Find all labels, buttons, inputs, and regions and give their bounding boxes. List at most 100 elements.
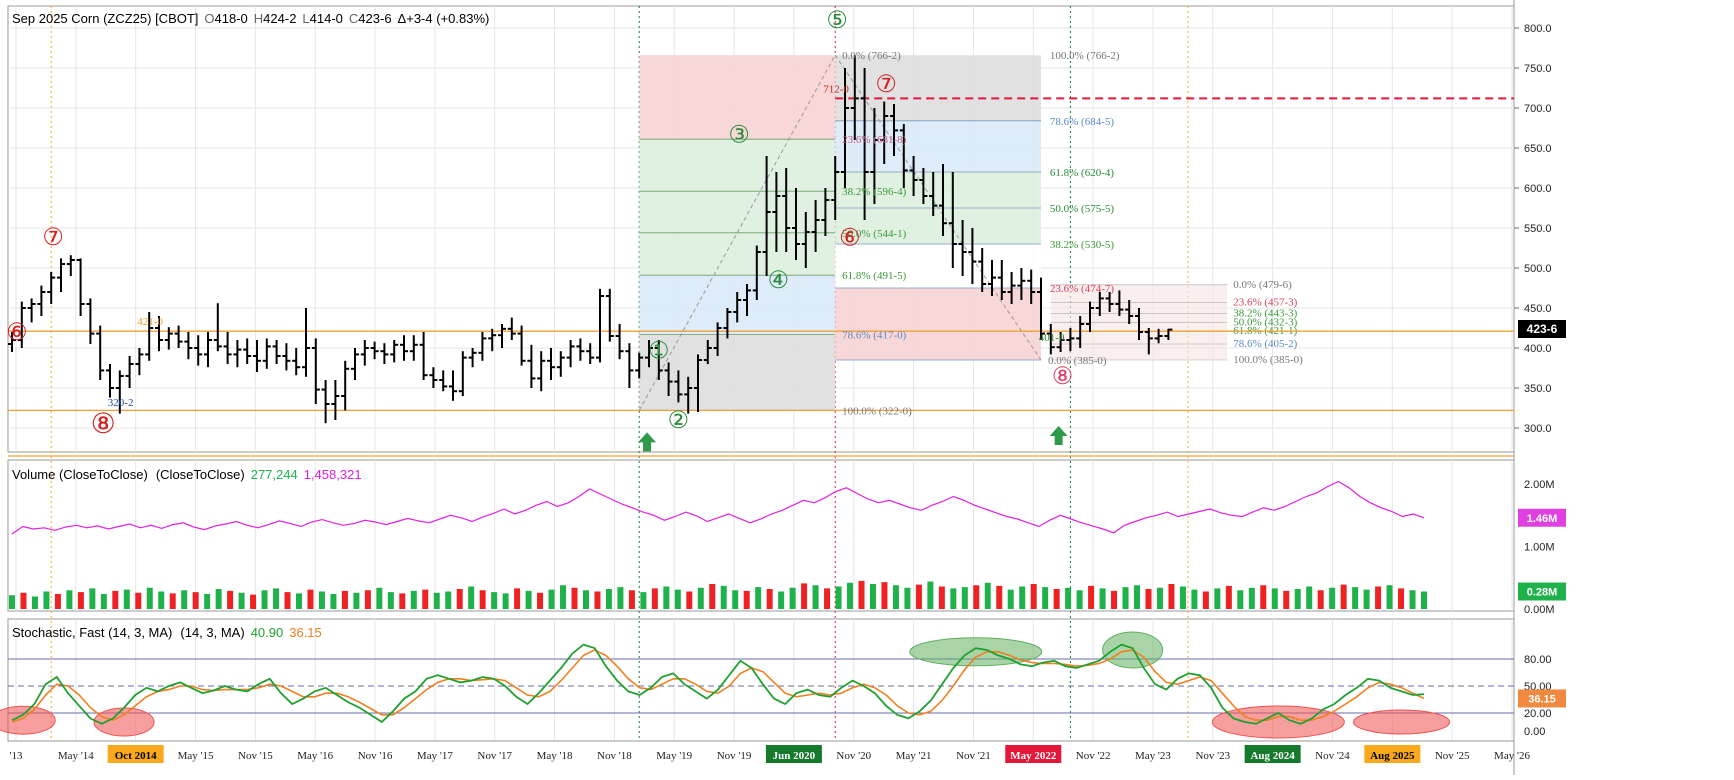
volume-bar[interactable]	[433, 592, 440, 609]
ohlc-bar[interactable]	[243, 338, 252, 364]
volume-bar[interactable]	[1202, 591, 1209, 610]
volume-bar[interactable]	[31, 596, 38, 610]
volume-bar[interactable]	[1134, 585, 1141, 609]
ohlc-bar[interactable]	[86, 298, 95, 344]
ohlc-bar[interactable]	[1076, 316, 1085, 348]
ohlc-bar[interactable]	[57, 258, 65, 292]
volume-bar[interactable]	[824, 588, 831, 609]
ohlc-bar[interactable]	[468, 348, 477, 368]
ohlc-bar[interactable]	[400, 335, 408, 361]
ohlc-bar[interactable]	[17, 301, 26, 348]
volume-bar[interactable]	[169, 593, 176, 609]
volume-bar[interactable]	[709, 584, 716, 609]
volume-bar[interactable]	[1042, 587, 1049, 609]
ohlc-bar[interactable]	[1125, 300, 1134, 324]
ohlc-bar[interactable]	[174, 325, 183, 348]
volume-bar[interactable]	[399, 593, 406, 609]
ohlc-bar[interactable]	[1037, 277, 1045, 340]
volume-bar[interactable]	[410, 590, 417, 609]
volume-bar[interactable]	[112, 590, 119, 609]
ohlc-bar[interactable]	[66, 255, 75, 276]
ohlc-bar[interactable]	[458, 351, 467, 396]
ohlc-bar[interactable]	[870, 108, 879, 204]
volume-bar[interactable]	[686, 591, 693, 610]
volume-bar[interactable]	[468, 586, 475, 610]
ohlc-bar[interactable]	[713, 322, 722, 356]
volume-bar[interactable]	[858, 580, 865, 609]
volume-bar[interactable]	[422, 589, 429, 609]
ohlc-bar[interactable]	[576, 338, 585, 361]
ohlc-bar[interactable]	[919, 168, 928, 204]
volume-bar[interactable]	[915, 584, 922, 609]
ohlc-bar[interactable]	[537, 351, 546, 392]
volume-bar[interactable]	[1398, 588, 1405, 609]
ohlc-bar[interactable]	[478, 332, 487, 361]
volume-bar[interactable]	[571, 587, 578, 609]
volume-bar[interactable]	[1248, 587, 1255, 609]
volume-bar[interactable]	[697, 587, 704, 609]
ohlc-bar[interactable]	[1095, 292, 1104, 316]
volume-bar[interactable]	[376, 587, 383, 609]
ohlc-bar[interactable]	[370, 341, 379, 360]
volume-bar[interactable]	[100, 594, 107, 609]
ohlc-bar[interactable]	[743, 284, 751, 316]
volume-bar[interactable]	[778, 591, 785, 610]
ohlc-bar[interactable]	[360, 340, 369, 366]
ohlc-bar[interactable]	[762, 156, 771, 276]
ohlc-bar[interactable]	[929, 172, 938, 216]
ohlc-bar[interactable]	[282, 343, 291, 371]
ohlc-bar[interactable]	[47, 272, 56, 304]
ohlc-bar[interactable]	[684, 376, 693, 414]
ohlc-bar[interactable]	[566, 340, 575, 368]
volume-bar[interactable]	[605, 589, 612, 609]
volume-bar[interactable]	[77, 592, 84, 609]
ohlc-bar[interactable]	[547, 348, 555, 380]
volume-bar[interactable]	[1076, 590, 1083, 609]
volume-bar[interactable]	[525, 590, 532, 609]
ohlc-bar[interactable]	[223, 332, 232, 364]
ohlc-bar[interactable]	[37, 285, 46, 316]
ohlc-bar[interactable]	[507, 317, 516, 340]
volume-bar[interactable]	[1271, 588, 1278, 609]
volume-bar[interactable]	[146, 587, 153, 609]
ohlc-bar[interactable]	[1007, 272, 1016, 304]
ohlc-bar[interactable]	[1066, 328, 1075, 352]
volume-bar[interactable]	[1019, 586, 1026, 610]
volume-bar[interactable]	[674, 589, 681, 609]
volume-bar[interactable]	[755, 587, 762, 609]
ohlc-bar[interactable]	[1115, 290, 1124, 316]
ohlc-bar[interactable]	[703, 340, 712, 364]
ohlc-bar[interactable]	[978, 248, 987, 292]
ohlc-bar[interactable]	[145, 312, 154, 361]
ohlc-bar[interactable]	[899, 124, 908, 188]
volume-bar[interactable]	[158, 591, 165, 610]
ohlc-bar[interactable]	[752, 245, 761, 300]
ohlc-bar[interactable]	[390, 340, 399, 363]
volume-bar[interactable]	[1352, 587, 1359, 609]
ohlc-bar[interactable]	[380, 343, 389, 364]
ohlc-bar[interactable]	[831, 156, 840, 220]
ohlc-bar[interactable]	[811, 200, 820, 252]
volume-bar[interactable]	[973, 585, 980, 609]
volume-bar[interactable]	[318, 591, 325, 610]
ohlc-bar[interactable]	[292, 348, 301, 376]
ohlc-bar[interactable]	[586, 343, 595, 364]
ohlc-bar[interactable]	[321, 380, 330, 424]
volume-bar[interactable]	[743, 590, 750, 609]
volume-bar[interactable]	[617, 587, 624, 609]
ohlc-bar[interactable]	[419, 332, 428, 380]
ohlc-bar[interactable]	[341, 360, 350, 411]
volume-bar[interactable]	[1225, 585, 1232, 609]
volume-bar[interactable]	[904, 587, 911, 609]
ohlc-bar[interactable]	[997, 260, 1006, 300]
ohlc-bar[interactable]	[8, 332, 16, 352]
ohlc-bar[interactable]	[1027, 269, 1036, 304]
volume-bar[interactable]	[766, 589, 773, 609]
volume-bar[interactable]	[1421, 591, 1427, 610]
ohlc-bar[interactable]	[841, 68, 849, 188]
volume-bar[interactable]	[789, 587, 796, 609]
ohlc-bar[interactable]	[1144, 328, 1153, 355]
volume-bar[interactable]	[1156, 587, 1163, 609]
ohlc-bar[interactable]	[409, 335, 418, 361]
volume-bar[interactable]	[835, 586, 842, 610]
